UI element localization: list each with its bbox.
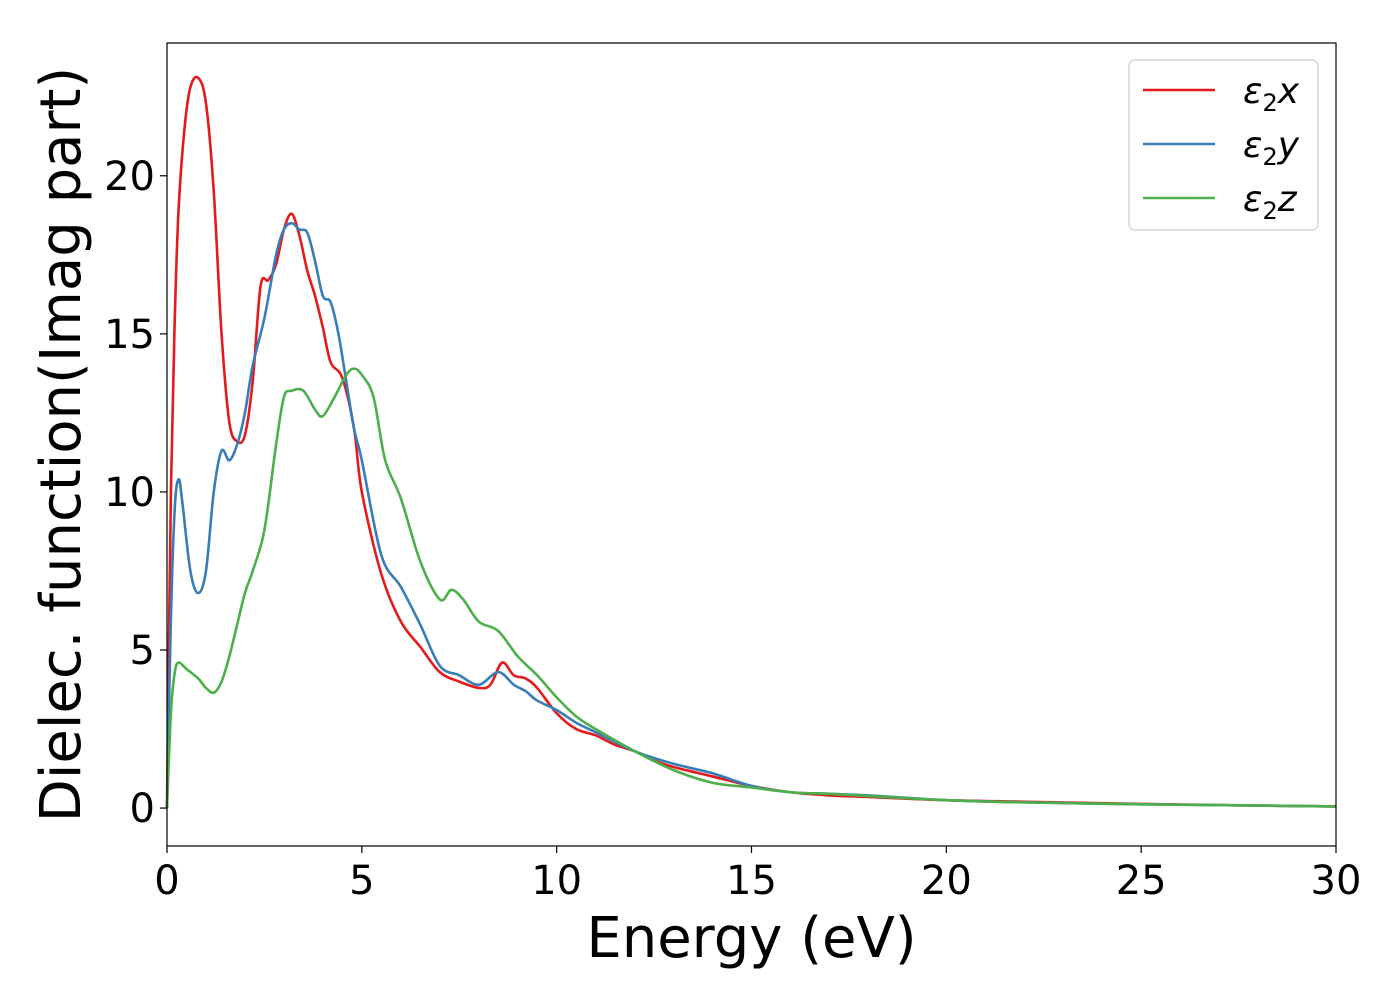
y-tick-label: 0 bbox=[130, 786, 155, 832]
series-layer bbox=[165, 75, 1337, 809]
x-tick-label: 20 bbox=[921, 858, 972, 904]
x-tick-label: 30 bbox=[1311, 858, 1362, 904]
x-tick-label: 0 bbox=[154, 858, 179, 904]
series-line-x bbox=[165, 75, 1337, 809]
legend-label-z: ε2z bbox=[1243, 179, 1298, 225]
y-tick-label: 5 bbox=[130, 628, 155, 674]
x-axis-ticks: 0 5 10 15 20 25 30 bbox=[154, 846, 1361, 904]
y-tick-label: 20 bbox=[104, 154, 155, 200]
x-tick-label: 5 bbox=[349, 858, 374, 904]
y-tick-label: 10 bbox=[104, 470, 155, 516]
y-axis-ticks: 0 5 10 15 20 bbox=[104, 154, 167, 832]
y-tick-label: 15 bbox=[104, 312, 155, 358]
y-axis-label: Dielec. function(Imag part) bbox=[29, 67, 94, 823]
series-line-y bbox=[165, 221, 1337, 809]
x-tick-label: 25 bbox=[1116, 858, 1167, 904]
legend-label-y: ε2y bbox=[1243, 125, 1300, 171]
x-tick-label: 10 bbox=[531, 858, 582, 904]
x-tick-label: 15 bbox=[726, 858, 777, 904]
legend: ε2x ε2y ε2z bbox=[1128, 59, 1319, 231]
x-axis-label: Energy (eV) bbox=[586, 906, 916, 971]
series-line-z bbox=[165, 367, 1337, 809]
legend-label-x: ε2x bbox=[1243, 71, 1300, 117]
legend-box bbox=[1128, 59, 1319, 231]
